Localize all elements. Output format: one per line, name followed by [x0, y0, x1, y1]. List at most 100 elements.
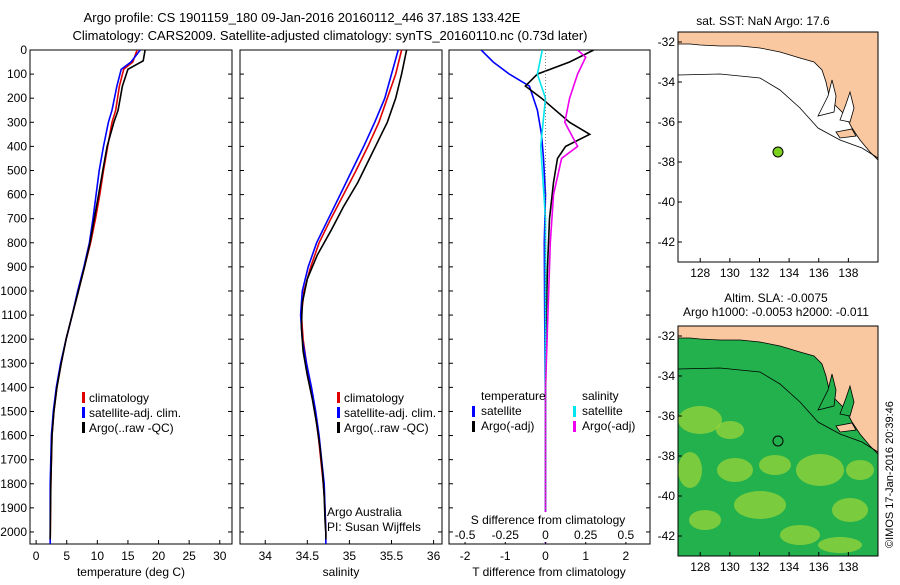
australia-land: [678, 326, 878, 455]
sla-anomaly-patch: [832, 498, 868, 522]
legend-swatch-climatology: [337, 392, 340, 403]
sla-map-title: Altim. SLA: -0.0075: [724, 291, 828, 305]
float-position-marker: [772, 146, 784, 158]
x-tick-label: 36: [427, 549, 441, 563]
shelf-contour: [678, 367, 878, 453]
x-tick-label: 34: [259, 549, 273, 563]
temperature-lines: [49, 50, 146, 544]
depth-axis: 0 100 200 300 400 500 600 700 800 900 1000 1100 1200…: [0, 43, 650, 539]
sst-map-axes: 128 130 132 134 136 138 -32 -34 -36 -38 -40 -42: [658, 35, 859, 280]
temperature-axis-label: temperature (deg C): [77, 565, 185, 579]
lon-tick-label: 136: [809, 560, 829, 574]
legend-swatch-satellite: [337, 407, 340, 418]
series-line-satellite-adj-clim-: [299, 50, 399, 544]
series-line-argo-raw-qc-: [49, 50, 146, 540]
lat-tick-label: -34: [658, 369, 676, 383]
sla-anomaly-patch: [716, 421, 744, 439]
sst-map-frame: [677, 31, 879, 263]
sla-anomaly-patch: [759, 455, 791, 475]
lat-tick-label: -32: [658, 329, 676, 343]
depth-tick-label: 1200: [0, 332, 27, 346]
depth-tick-label: 400: [7, 139, 27, 153]
lon-tick-label: 136: [809, 266, 829, 280]
lon-tick-label: 128: [690, 560, 710, 574]
australia-land: [678, 32, 878, 161]
x-tick-label: 30: [213, 549, 227, 563]
series-line-argo-raw-qc-: [300, 50, 408, 540]
depth-tick-label: 1100: [1, 308, 27, 322]
lon-tick-label: 128: [690, 266, 710, 280]
x-tick-label: 15: [121, 549, 135, 563]
depth-tick-label: 700: [7, 212, 27, 226]
lat-tick-label: -34: [658, 75, 676, 89]
depth-tick-label: 2000: [0, 525, 27, 539]
depth-tick-label: 1300: [0, 356, 27, 370]
depth-tick-label: 1400: [0, 380, 27, 394]
gulf-st-vincent: [839, 90, 855, 123]
float-position-marker: [772, 435, 784, 447]
x-tick-label: 0: [33, 549, 40, 563]
s-diff-tick-label: 0.5: [618, 528, 635, 542]
x-tick-label: 1: [582, 549, 589, 563]
imos-credit: ©IMOS 17-Jan-2016 20:39:46: [884, 401, 896, 548]
legend-header-temperature: temperature: [481, 389, 546, 403]
legend-swatch-satellite: [82, 407, 85, 418]
lat-tick-label: -38: [658, 449, 676, 463]
lat-tick-label: -36: [658, 115, 676, 129]
salinity-lines: [299, 50, 408, 544]
difference-x-axis: -2 -1 0 1 2: [460, 540, 630, 563]
shelf-contour: [678, 73, 878, 159]
figure-subtitle: Climatology: CARS2009. Satellite-adjuste…: [73, 28, 588, 43]
lat-tick-label: -42: [658, 529, 676, 543]
x-tick-label: 35.5: [380, 549, 404, 563]
depth-tick-label: 500: [7, 163, 27, 177]
sla-map-axes: 128 130 132 134 136 138 -32 -34 -36 -38 -40 -42: [658, 329, 859, 574]
legend-swatch-s-argo: [573, 421, 576, 432]
x-tick-label: 20: [152, 549, 166, 563]
legend-label-s-argo: Argo(-adj): [582, 419, 635, 433]
temperature-plot-frame: [29, 49, 233, 545]
x-tick-label: 0: [542, 549, 549, 563]
legend-label-climatology: climatology: [344, 391, 404, 405]
difference-lines: [480, 50, 595, 544]
lon-tick-label: 132: [749, 560, 769, 574]
s-diff-label-bg: [455, 512, 645, 542]
sla-map-body: [678, 326, 878, 556]
depth-tick-label: 800: [7, 236, 27, 250]
sla-anomaly-patch: [717, 458, 753, 482]
x-tick-label: 5: [63, 549, 70, 563]
depth-tick-label: 1600: [0, 429, 27, 443]
legend-swatch-s-satellite: [573, 406, 576, 417]
salinity-axis-label: salinity: [323, 565, 360, 579]
lon-tick-label: 134: [779, 560, 799, 574]
s-difference-axis: -0.5 -0.25 0 0.25 0.5: [455, 528, 635, 542]
sla-anomaly-patch: [678, 452, 702, 488]
depth-tick-label: 300: [7, 115, 27, 129]
x-tick-label: -1: [500, 549, 511, 563]
spencer-gulf: [817, 373, 837, 411]
s-diff-tick-label: 0: [542, 528, 549, 542]
depth-tick-label: 600: [7, 188, 27, 202]
legend-label-argo: Argo(..raw -QC): [89, 421, 174, 435]
difference-plot-frame: [448, 49, 651, 545]
sla-map-frame: [677, 325, 879, 557]
depth-tick-label: 0: [20, 43, 27, 57]
s-diff-tick-label: -0.5: [455, 528, 476, 542]
x-tick-label: 2: [623, 549, 630, 563]
kangaroo-island: [835, 422, 857, 433]
gulf-st-vincent: [839, 384, 855, 417]
x-tick-label: 10: [91, 549, 105, 563]
series-line-satellite: [480, 50, 547, 544]
s-diff-tick-label: -0.25: [492, 528, 520, 542]
sst-map-body: [678, 32, 878, 262]
lat-tick-label: -38: [658, 155, 676, 169]
difference-axis-label: T difference from climatology: [472, 565, 626, 579]
temperature-x-axis: 0 5 10 15 20 25 30: [33, 540, 227, 563]
figure-title: Argo profile: CS 1901159_180 09-Jan-2016…: [84, 10, 521, 25]
sla-anomaly-patch: [846, 460, 874, 480]
legend-label-argo: Argo(..raw -QC): [344, 421, 429, 435]
legend-label-s-satellite: satellite: [582, 404, 623, 418]
legend-header-salinity: salinity: [582, 389, 619, 403]
kangaroo-island: [835, 128, 857, 139]
